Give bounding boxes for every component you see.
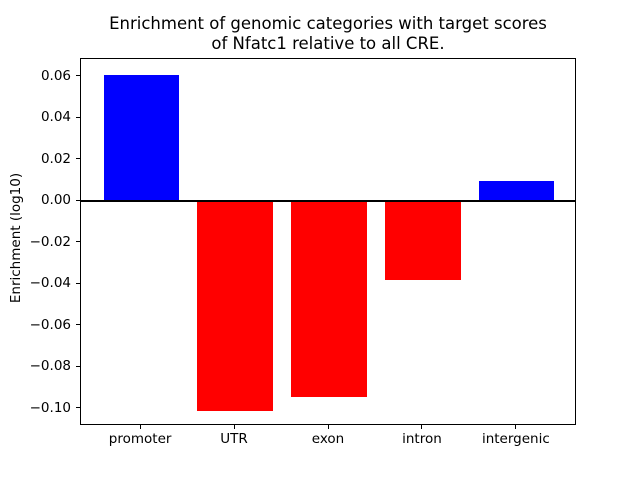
y-tick-mark [76,116,80,118]
y-tick-label: 0.06 [40,67,71,84]
chart-title-line-1: Enrichment of genomic categories with ta… [109,14,547,33]
plot-area [80,58,576,425]
y-tick-label: −0.06 [29,316,71,333]
y-tick-label: −0.04 [29,275,71,292]
y-tick-label: 0.04 [40,109,71,126]
x-tick-label-intergenic: intergenic [481,431,550,447]
y-tick-mark [76,324,80,326]
chart-title-line-2: of Nfatc1 relative to all CRE. [211,34,445,53]
chart-title: Enrichment of genomic categories with ta… [80,14,576,54]
y-tick-mark [76,241,80,243]
x-tick-label-exon: exon [311,431,345,447]
x-tick-mark [327,425,329,429]
y-tick-label: 0.02 [40,150,71,167]
y-tick-mark [76,75,80,77]
y-tick-mark [76,282,80,284]
x-tick-label-promoter: promoter [108,431,172,447]
bar-intron [385,201,461,281]
bar-promoter [103,74,179,202]
x-tick-mark [139,425,141,429]
y-tick-label: −0.02 [29,233,71,250]
y-tick-mark [76,199,80,201]
x-tick-mark [515,425,517,429]
y-tick-mark [76,365,80,367]
x-tick-mark [233,425,235,429]
y-tick-label: 0.00 [40,192,71,209]
y-tick-label: −0.10 [29,399,71,416]
zero-line [81,200,575,203]
bar-exon [291,201,367,397]
x-tick-label-intron: intron [402,431,442,447]
bar-intergenic [479,180,555,202]
x-tick-label-UTR: UTR [220,431,248,447]
bar-UTR [197,201,273,412]
x-tick-mark [421,425,423,429]
y-tick-label: −0.08 [29,358,71,375]
y-tick-mark [76,158,80,160]
y-tick-mark [76,407,80,409]
